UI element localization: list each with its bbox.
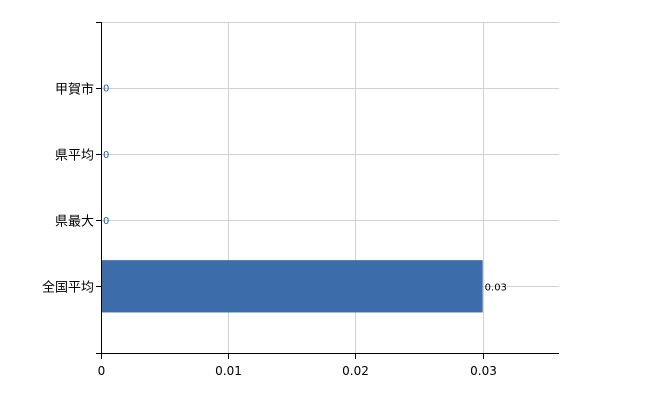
data-label: 0 bbox=[103, 216, 109, 227]
x-tick-label: 0.03 bbox=[470, 364, 497, 378]
x-tick-label: 0 bbox=[98, 364, 106, 378]
y-tick-label: 県平均 bbox=[55, 149, 94, 164]
data-label: 0 bbox=[103, 84, 109, 95]
data-label: 0.03 bbox=[485, 282, 507, 293]
x-tick-label: 0.01 bbox=[215, 364, 242, 378]
y-tick-label: 全国平均 bbox=[42, 280, 94, 296]
y-tick-label: 甲賀市 bbox=[55, 82, 94, 98]
bar bbox=[101, 260, 483, 313]
x-tick-label: 0.02 bbox=[342, 364, 369, 378]
y-tick-label: 県最大 bbox=[55, 215, 94, 230]
data-label: 0 bbox=[103, 150, 109, 161]
